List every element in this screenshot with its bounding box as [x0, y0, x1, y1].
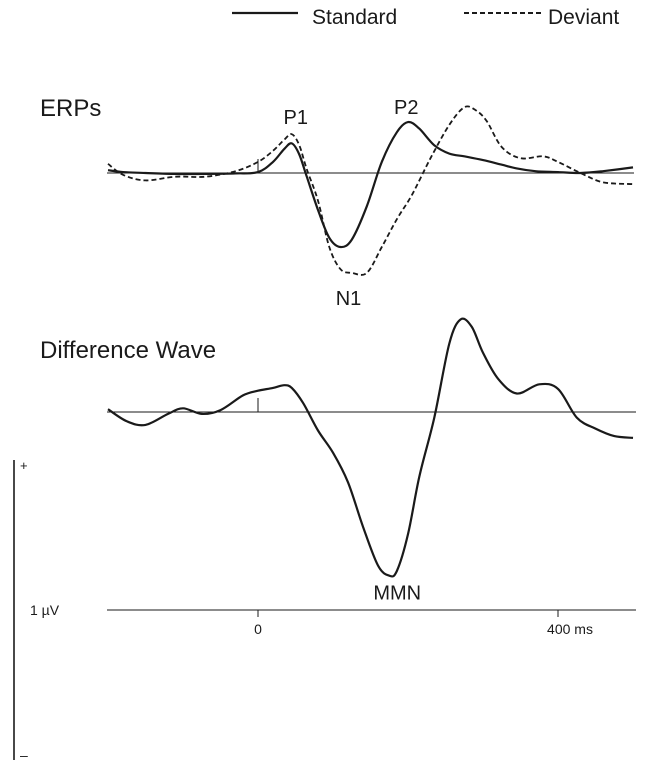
- time-tick-label-400: 400 ms: [547, 621, 593, 637]
- amplitude-scale-minus: –: [20, 747, 28, 763]
- annotation-p2: P2: [394, 97, 418, 119]
- amplitude-scale-label: 1 µV: [30, 602, 60, 618]
- annotation-n1: N1: [336, 288, 362, 310]
- annotation-p1: P1: [284, 107, 308, 129]
- erp-panel-title: ERPs: [40, 95, 101, 122]
- erp-panel: ERPs P1 N1 P2: [40, 95, 634, 310]
- difference-wave-line: [107, 317, 634, 578]
- difference-wave-title: Difference Wave: [40, 337, 216, 364]
- erp-standard-line: [107, 120, 634, 249]
- erp-deviant-line: [107, 105, 634, 276]
- legend-standard-label: Standard: [312, 6, 397, 29]
- legend: Standard Deviant: [232, 6, 619, 29]
- difference-wave-panel: Difference Wave MMN: [40, 317, 636, 605]
- amplitude-scale-bar: + – 1 µV: [13, 458, 60, 763]
- amplitude-scale-plus: +: [20, 458, 28, 473]
- legend-deviant-label: Deviant: [548, 6, 619, 29]
- time-tick-label-0: 0: [254, 621, 262, 637]
- time-axis: 0 400 ms: [107, 609, 636, 637]
- annotation-mmn: MMN: [373, 583, 421, 605]
